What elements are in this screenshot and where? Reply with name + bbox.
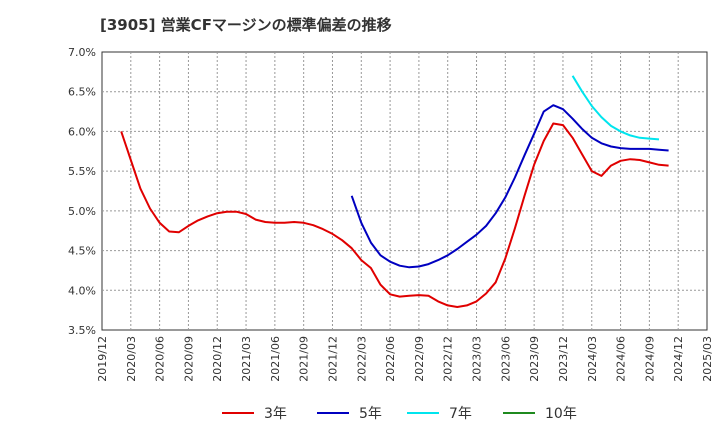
y-tick-label: 5.0%	[68, 205, 96, 218]
y-tick-label: 6.5%	[68, 86, 96, 99]
x-tick-label: 2024/09	[643, 336, 656, 382]
x-tick-label: 2020/12	[211, 336, 224, 382]
y-tick-label: 7.0%	[68, 46, 96, 59]
x-tick-label: 2023/06	[499, 336, 512, 382]
legend: 3年 5年 7年 10年	[222, 406, 577, 422]
x-tick-label: 2019/12	[96, 336, 109, 382]
y-tick-label: 6.0%	[68, 125, 96, 138]
x-tick-label: 2024/06	[615, 336, 628, 382]
plot-area	[101, 51, 708, 331]
x-tick-label: 2020/06	[154, 336, 167, 382]
y-tick-label: 5.5%	[68, 165, 96, 178]
x-tick-label: 2020/03	[125, 336, 138, 382]
series-line-5年	[350, 104, 669, 269]
x-axis-tick-labels: 2019/12 2020/03 2020/06 2020/09 2020/12 2021/…	[96, 336, 714, 382]
y-tick-label: 4.5%	[68, 245, 96, 258]
x-tick-label: 2020/09	[182, 336, 195, 382]
x-tick-label: 2023/03	[471, 336, 484, 382]
x-tick-label: 2023/12	[557, 336, 570, 382]
x-tick-label: 2023/09	[528, 336, 541, 382]
y-tick-label: 4.0%	[68, 284, 96, 297]
legend-label: 5年	[359, 406, 382, 422]
legend-label: 7年	[449, 406, 472, 422]
y-axis-tick-labels: 3.5% 4.0% 4.5% 5.0% 5.5% 6.0% 6.5% 7.0%	[68, 46, 96, 337]
y-tick-label: 3.5%	[68, 324, 96, 337]
x-tick-label: 2024/12	[672, 336, 685, 382]
x-tick-label: 2022/03	[355, 336, 368, 382]
legend-label: 10年	[545, 406, 577, 422]
x-tick-label: 2021/06	[269, 336, 282, 382]
series-lines	[120, 75, 669, 308]
series-line-3年	[120, 122, 669, 308]
x-tick-label: 2022/06	[384, 336, 397, 382]
x-tick-label: 2024/03	[586, 336, 599, 382]
x-tick-label: 2021/03	[240, 336, 253, 382]
series-line-7年	[571, 75, 660, 141]
x-tick-label: 2021/12	[326, 336, 339, 382]
x-tick-label: 2025/03	[701, 336, 714, 382]
legend-label: 3年	[264, 406, 287, 422]
x-tick-label: 2022/09	[413, 336, 426, 382]
chart-title: [3905] 営業CFマージンの標準偏差の推移	[100, 16, 392, 34]
x-tick-label: 2022/12	[442, 336, 455, 382]
x-tick-label: 2021/09	[298, 336, 311, 382]
